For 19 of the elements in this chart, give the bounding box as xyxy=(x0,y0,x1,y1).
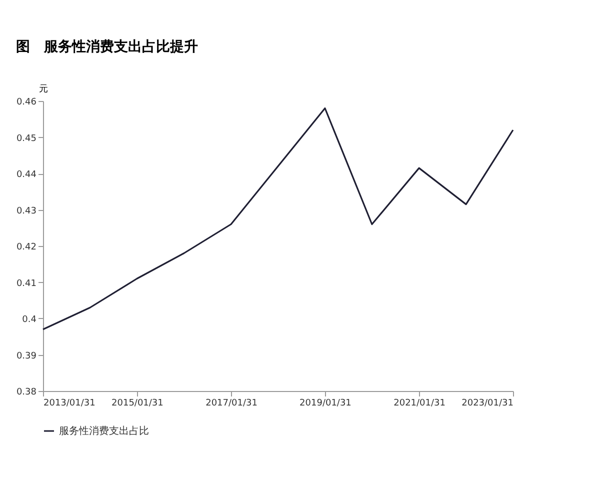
y-tick-label: 0.39 xyxy=(16,351,37,362)
legend-label: 服务性消费支出占比 xyxy=(59,425,149,437)
y-tick-label: 0.45 xyxy=(16,134,36,144)
y-tick-label: 0.42 xyxy=(16,242,36,252)
x-tick-label: 2021/01/31 xyxy=(394,398,446,408)
y-tick-label: 0.44 xyxy=(16,170,37,180)
chart-title: 图 服务性消费支出占比提升 xyxy=(16,38,198,55)
y-tick-label: 0.38 xyxy=(16,388,37,398)
y-tick-label: 0.41 xyxy=(16,278,36,289)
line-series xyxy=(42,107,514,330)
x-tick-label: 2019/01/31 xyxy=(300,398,352,408)
x-tick-label: 2015/01/31 xyxy=(112,398,164,408)
y-tick-label: 0.43 xyxy=(16,206,36,216)
x-tick-label: 2023/01/31 xyxy=(462,398,514,408)
y-tick-label: 0.4 xyxy=(22,315,37,325)
y-axis-title: 元 xyxy=(39,84,48,94)
x-tick-label: 2013/01/31 xyxy=(44,398,96,408)
y-tick-label: 0.46 xyxy=(16,98,37,108)
x-tick-label: 2017/01/31 xyxy=(206,398,258,408)
